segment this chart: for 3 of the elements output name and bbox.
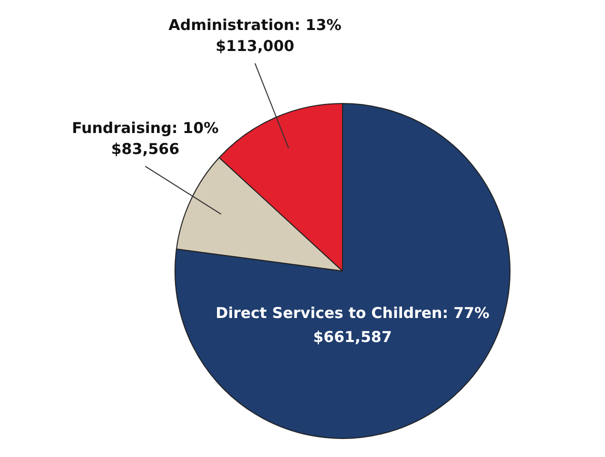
slice-label: Direct Services to Children: 77% $661,587 — [216, 304, 490, 346]
slice-label: Administration: 13% $113,000 — [168, 16, 342, 56]
slice-label: Fundraising: 10% $83,566 — [72, 119, 219, 158]
